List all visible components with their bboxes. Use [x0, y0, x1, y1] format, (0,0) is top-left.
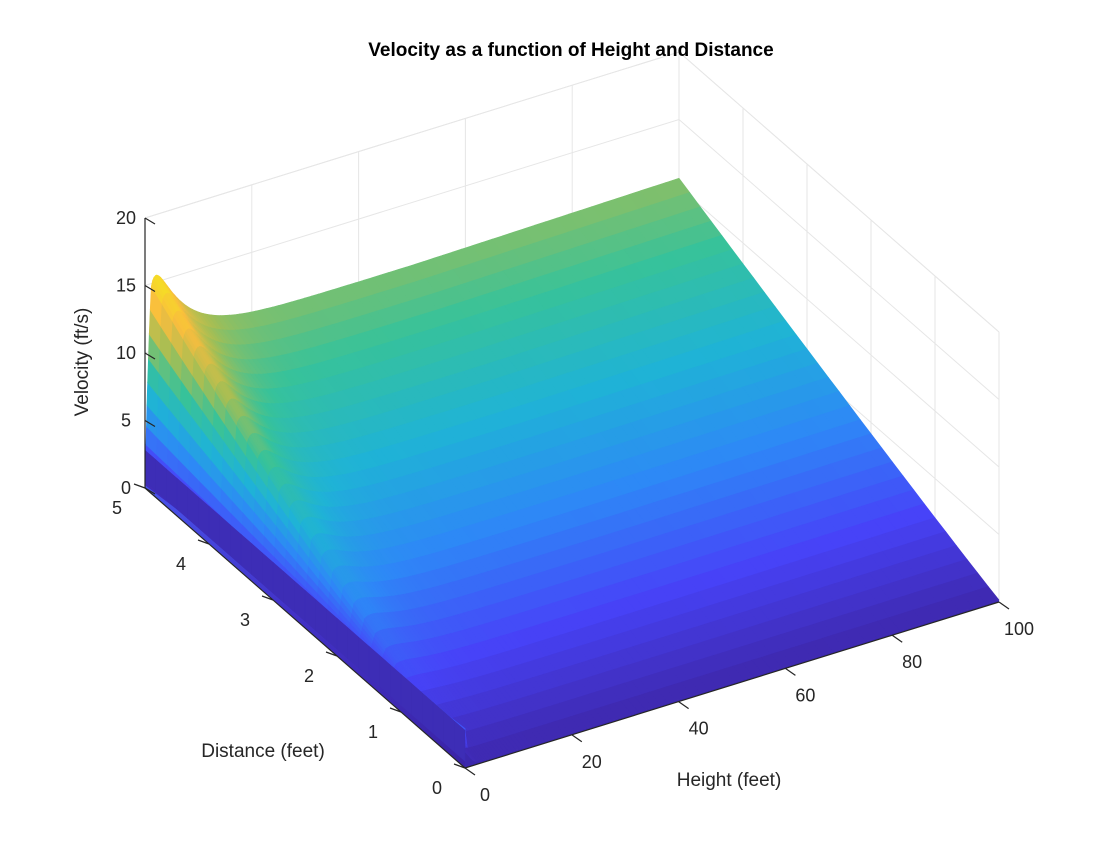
z-axis-label: Velocity (ft/s): [72, 308, 93, 417]
z-tick-label: 15: [116, 276, 136, 296]
x-tick: [785, 667, 796, 676]
z-tick: [144, 217, 156, 225]
y-ticks: 0 1 2 3 4 5: [112, 483, 466, 798]
x-tick-label: 40: [689, 719, 709, 739]
x-tick-label: 60: [795, 685, 815, 705]
y-tick: [133, 483, 146, 489]
z-tick: [144, 487, 156, 495]
z-tick-label: 10: [116, 343, 136, 363]
x-tick-label: 100: [1004, 619, 1034, 639]
x-tick-label: 0: [480, 785, 490, 805]
surface-edge-strip: [454, 720, 466, 762]
y-tick-label: 5: [112, 498, 122, 518]
y-axis-label: Distance (feet): [201, 741, 325, 762]
y-tick: [325, 651, 338, 657]
y-tick-label: 2: [304, 666, 314, 686]
x-ticks: 0 20 40 60 80 100: [464, 601, 1034, 805]
x-tick: [571, 734, 583, 743]
y-tick: [261, 595, 274, 601]
y-tick: [453, 763, 466, 769]
x-tick-label: 80: [902, 652, 922, 672]
z-tick: [144, 419, 156, 428]
z-tick-label: 20: [116, 208, 136, 228]
x-tick: [678, 701, 689, 710]
y-tick-label: 1: [368, 722, 378, 742]
x-axis-label: Height (feet): [677, 770, 782, 791]
y-tick-label: 3: [240, 610, 250, 630]
surface-patch: [974, 586, 1000, 605]
chart-title: Velocity as a function of Height and Dis…: [368, 40, 773, 61]
z-ticks: 0 5 10 15 20: [116, 208, 156, 498]
y-tick: [389, 707, 402, 713]
x-tick: [998, 601, 1010, 610]
z-tick-label: 5: [121, 411, 131, 431]
x-axis-line: [464, 601, 1000, 769]
y-tick-label: 4: [176, 554, 186, 574]
x-tick: [464, 767, 476, 776]
z-tick-label: 0: [121, 478, 131, 498]
z-tick: [144, 352, 156, 360]
y-tick: [197, 539, 210, 545]
y-axis-line: [144, 487, 466, 769]
surface: [144, 177, 1000, 768]
z-tick: [144, 284, 156, 293]
y-tick-label: 0: [432, 778, 442, 798]
x-tick-label: 20: [582, 752, 602, 772]
x-tick: [891, 634, 903, 643]
